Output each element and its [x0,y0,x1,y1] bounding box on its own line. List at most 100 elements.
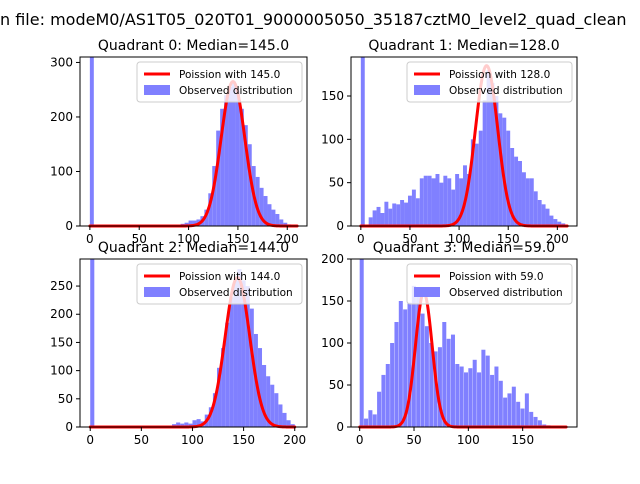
observed-bar [212,393,218,427]
observed-bar [537,420,542,427]
observed-bar [392,203,397,226]
observed-bar [208,407,213,427]
observed-bar [416,292,421,427]
observed-bar [208,193,213,226]
observed-bar [270,384,275,427]
chart-title: Quadrant 1: Median=128.0 [368,38,559,54]
observed-bar [498,113,503,226]
observed-bar [245,286,250,427]
axes-frame [350,56,578,227]
observed-bar [274,393,279,427]
observed-bar [235,90,240,226]
observed-bar [553,219,558,226]
y-tick-label: 100 [321,336,344,350]
legend-box [406,61,573,103]
x-tick-label: 100 [181,433,204,447]
observed-bar [403,309,408,427]
y-tick-label: 0 [336,420,344,434]
chart-panel-3: 0 50 100 150 0 50 100 150 200 Quadrant 3: Median=… [321,240,578,447]
observed-bar [490,374,495,427]
observed-bar [520,408,525,427]
legend-observed-swatch [414,287,440,297]
observed-bar [537,200,542,226]
observed-bar [466,174,471,226]
observed-bar [259,187,264,226]
observed-bar [90,259,95,427]
y-tick-label: 100 [321,132,344,146]
x-tick-label: 150 [226,232,249,246]
x-tick-label: 50 [402,232,417,246]
observed-bar [455,174,460,226]
observed-bar [188,220,193,226]
x-tick-label: 0 [86,232,94,246]
observed-bar [275,214,280,226]
observed-bar [283,222,288,226]
observed-bar [446,338,451,427]
observed-bar [494,366,499,427]
observed-bar [511,386,516,427]
chart-title: Quadrant 0: Median=145.0 [98,38,289,54]
observed-bar [212,166,217,226]
y-tick-label: 50 [58,392,73,406]
observed-bar [525,178,530,226]
y-tick-label: 0 [65,219,73,233]
legend-box [406,263,573,305]
y-tick-label: 50 [329,378,344,392]
y-tick-label: 150 [50,335,73,349]
observed-bar [377,391,382,427]
observed-bar [368,410,373,427]
observed-bar [474,143,479,226]
x-tick-label: 0 [356,433,364,447]
observed-bar [184,222,189,226]
observed-bar [521,172,526,226]
observed-bar [455,364,460,427]
x-tick-label: 100 [457,433,480,447]
observed-bar [180,423,185,427]
observed-bar [394,322,399,427]
observed-bar [478,130,483,226]
observed-bar [263,196,268,226]
observed-bar [443,175,448,226]
observed-bar [372,210,377,226]
legend-observed-label: Observed distribution [449,287,563,299]
observed-bar [360,57,365,226]
observed-bar [188,423,193,427]
observed-bar [435,174,440,226]
observed-bar [420,313,425,427]
observed-bar [176,422,181,427]
y-tick-label: 200 [50,110,73,124]
x-tick-label: 150 [232,433,255,447]
observed-bar [390,343,395,427]
legend-poisson-label: Poission with 128.0 [449,69,550,81]
observed-bar [359,259,364,427]
observed-bar [282,412,287,427]
observed-bar [380,213,385,226]
observed-bar [221,348,226,427]
observed-bar [381,374,386,427]
legend-observed-label: Observed distribution [449,85,563,97]
observed-bar [557,221,562,226]
observed-bar [388,208,393,226]
observed-bar [376,206,381,226]
y-tick-label: 0 [65,420,73,434]
observed-bar [249,308,254,427]
observed-bar [510,148,515,226]
observed-bar [490,83,495,226]
observed-bar [494,96,499,226]
observed-bar [255,176,260,226]
observed-bar [451,189,456,226]
observed-bar [481,349,486,427]
observed-bar [427,175,432,226]
y-tick-label: 200 [321,252,344,266]
legend-box [136,61,303,103]
observed-bar [450,334,455,427]
observed-bar [228,86,232,226]
chart-panel-0: 0 50 100 150 200 0 100 200 300 Quadrant 0: Median… [50,38,308,246]
observed-bar [516,401,521,427]
observed-bar [286,420,291,427]
observed-bar [529,411,534,427]
observed-bar [204,209,209,226]
observed-bar [398,301,403,427]
